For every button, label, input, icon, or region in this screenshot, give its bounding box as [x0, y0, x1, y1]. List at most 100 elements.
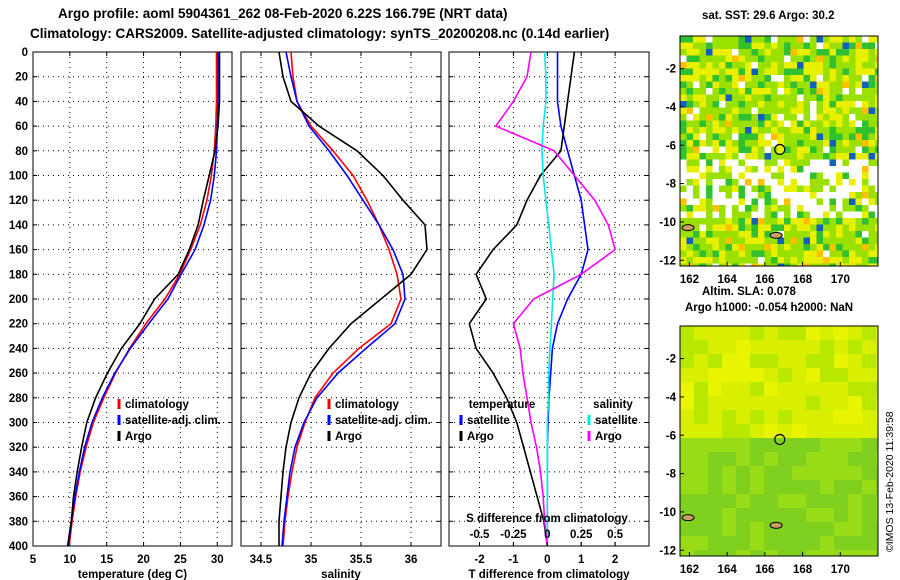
series-line-argo — [278, 51, 428, 546]
lat-tick-label: -2 — [666, 354, 676, 366]
lat-tick-label: -4 — [666, 102, 677, 114]
lon-tick-label: 166 — [755, 274, 774, 286]
diff-s-tick-label: -0.5 — [470, 529, 490, 541]
lon-tick-label: 170 — [831, 564, 850, 576]
x-axis-label: T difference from climatology — [468, 569, 630, 580]
island-land — [681, 514, 695, 522]
salinity-legend-label: satellite-adj. clim. — [335, 415, 431, 427]
lat-tick-label: -10 — [659, 507, 676, 519]
y-tick-label: 100 — [9, 171, 28, 183]
sla-map — [679, 325, 879, 557]
y-tick-label: 60 — [15, 121, 28, 133]
sst-map-cells — [680, 36, 878, 266]
diff-s-tick-label: -0.25 — [500, 529, 527, 541]
series-line-climatology — [282, 51, 402, 547]
lon-tick-label: 164 — [718, 564, 738, 576]
diff-s-axis-label: S difference from climatology — [466, 513, 628, 525]
y-tick-label: 180 — [9, 269, 28, 281]
y-tick-label: 200 — [9, 294, 28, 306]
y-tick-label: 280 — [9, 393, 28, 405]
chart-title-line2: Climatology: CARS2009. Satellite-adjuste… — [30, 26, 610, 41]
argo-location-marker — [774, 143, 786, 156]
lat-tick-label: -12 — [659, 255, 676, 267]
x-tick-label: 0 — [544, 554, 550, 566]
diff-s-tick-label: 0.5 — [607, 529, 624, 541]
series-line-salinity-satellite — [541, 51, 555, 546]
x-tick-label: 20 — [137, 554, 150, 566]
lat-tick-label: -10 — [659, 217, 676, 229]
lon-tick-label: 162 — [680, 274, 699, 286]
y-tick-label: 340 — [9, 467, 28, 479]
diff-legend-sal-title: salinity — [593, 399, 633, 411]
y-tick-label: 220 — [9, 319, 28, 331]
lat-tick-label: -12 — [659, 545, 676, 557]
salinity-legend-label: climatology — [335, 399, 400, 411]
series-line-salinity-argo — [494, 51, 617, 547]
lon-tick-label: 164 — [718, 274, 738, 286]
x-tick-label: 2 — [612, 554, 618, 566]
plot-frame-0 — [32, 51, 233, 547]
sla-map-cells — [680, 326, 878, 556]
x-tick-label: 10 — [63, 554, 76, 566]
y-tick-label: 400 — [9, 541, 28, 553]
y-tick-label: 160 — [9, 245, 28, 257]
y-tick-label: 380 — [9, 516, 28, 528]
lat-tick-label: -8 — [666, 469, 677, 481]
y-tick-label: 120 — [9, 195, 28, 207]
lon-tick-label: 168 — [793, 274, 813, 286]
y-tick-label: 260 — [9, 368, 28, 380]
chart-title-line1: Argo profile: aoml 5904361_262 08-Feb-20… — [58, 6, 508, 21]
y-tick-label: 20 — [15, 72, 28, 84]
lon-tick-label: 170 — [831, 274, 850, 286]
series-line-temperature-argo — [468, 51, 576, 547]
lat-tick-label: -6 — [666, 140, 676, 152]
y-tick-label: 240 — [9, 343, 28, 355]
x-axis-label: salinity — [321, 569, 361, 580]
diff-legend-label: Argo — [467, 431, 494, 443]
diff-legend-label: satellite — [467, 415, 510, 427]
x-tick-label: 34.5 — [250, 554, 273, 566]
y-tick-label: 80 — [15, 146, 28, 158]
sla-map-subtitle: Argo h1000: -0.054 h2000: NaN — [685, 302, 854, 314]
x-tick-label: 1 — [578, 554, 585, 566]
diff-s-tick-label: 0 — [544, 529, 550, 541]
temperature-legend-label: satellite-adj. clim. — [125, 415, 221, 427]
sst-map-title: sat. SST: 29.6 Argo: 30.2 — [702, 10, 835, 22]
island-land — [681, 224, 695, 232]
x-tick-label: 5 — [30, 554, 37, 566]
y-tick-label: 360 — [9, 492, 28, 504]
lon-tick-label: 168 — [793, 564, 813, 576]
x-tick-label: 35.5 — [350, 554, 373, 566]
series-line-satellite-adj-clim- — [281, 51, 406, 547]
island-land — [769, 521, 783, 529]
sst-map — [679, 35, 879, 267]
x-tick-label: -1 — [508, 554, 519, 566]
sst-map-frame — [679, 35, 879, 267]
lat-tick-label: -2 — [666, 64, 676, 76]
y-tick-label: 140 — [9, 220, 28, 232]
x-axis-label: temperature (deg C) — [78, 569, 187, 580]
diff-legend-label: satellite — [595, 415, 638, 427]
lon-tick-label: 162 — [680, 564, 699, 576]
diff-s-tick-label: 0.25 — [570, 529, 593, 541]
sla-map-frame — [679, 325, 879, 557]
x-tick-label: 35 — [305, 554, 318, 566]
lon-tick-label: 166 — [755, 564, 774, 576]
island-land — [769, 231, 783, 239]
temperature-legend-label: climatology — [125, 399, 190, 411]
series-line-climatology — [68, 52, 218, 547]
diff-legend-label: Argo — [595, 431, 622, 443]
salinity-legend-label: Argo — [335, 431, 362, 443]
sla-map-title: Altim. SLA: 0.078 — [702, 286, 796, 298]
diff-legend-temp-title: temperature — [469, 399, 535, 411]
x-tick-label: 36 — [405, 554, 418, 566]
lat-tick-label: -8 — [666, 179, 677, 191]
x-tick-label: 25 — [174, 554, 187, 566]
series-line-argo — [66, 52, 221, 547]
x-tick-label: -2 — [474, 554, 484, 566]
y-tick-label: 300 — [9, 418, 28, 430]
y-tick-label: 0 — [22, 47, 28, 59]
y-tick-label: 320 — [9, 442, 28, 454]
lat-tick-label: -4 — [666, 392, 677, 404]
